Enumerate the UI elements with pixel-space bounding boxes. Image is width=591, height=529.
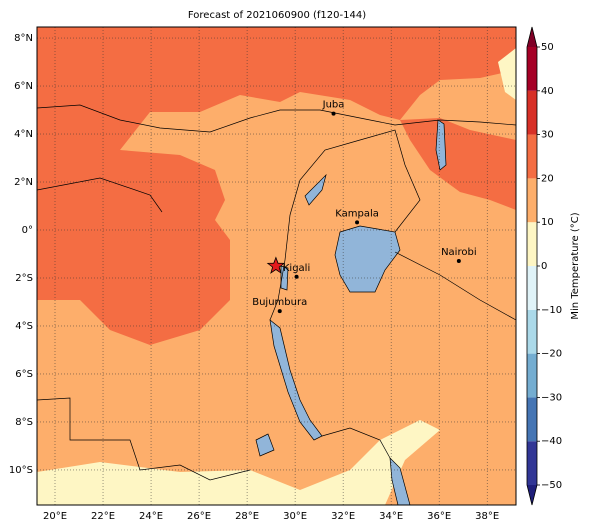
lake-mweru — [255, 433, 275, 457]
field-10-20 — [37, 420, 440, 505]
lake-victoria — [334, 225, 401, 293]
colorbar-tick-label: −40 — [541, 436, 562, 447]
city-marker — [277, 309, 282, 314]
y-tick-label: 8°S — [15, 417, 33, 428]
x-tick-label: 38°E — [475, 511, 499, 522]
x-tick-label: 34°E — [379, 511, 403, 522]
border — [394, 251, 516, 321]
y-tick-label: 0° — [22, 225, 33, 236]
colorbar-segment — [527, 222, 537, 266]
colorbar-tick-label: 10 — [541, 217, 554, 228]
colorbar-tick-label: −20 — [541, 349, 562, 360]
city-label: Nairobi — [441, 247, 477, 258]
y-tick-label: 2°N — [14, 177, 33, 188]
colorbar-under — [527, 485, 537, 505]
colorbar-tick-label: −30 — [541, 392, 562, 403]
city-label: Bujumbura — [252, 297, 307, 308]
colorbar-segment — [527, 397, 537, 442]
y-tick-label: 8°N — [14, 33, 33, 44]
y-tick-label: 6°N — [14, 81, 33, 92]
y-tick-label: 2°S — [15, 273, 33, 284]
city-marker — [294, 274, 299, 279]
colorbar-tick-label: 40 — [541, 86, 554, 97]
x-tick-label: 28°E — [235, 511, 259, 522]
map-frame — [36, 26, 517, 506]
border — [289, 129, 421, 233]
x-tick-label: 30°E — [283, 511, 307, 522]
colorbar-segment — [527, 47, 537, 91]
field-10-20 — [498, 48, 516, 100]
y-tick-label: 10°S — [9, 465, 33, 476]
colorbar-tick-label: 30 — [541, 130, 554, 141]
city-label: Juba — [322, 100, 345, 111]
border — [37, 177, 163, 213]
map-area — [37, 27, 516, 505]
border — [269, 214, 291, 321]
colorbar-segment — [527, 266, 537, 310]
lake-turkana — [435, 119, 447, 171]
x-tick-label: 22°E — [91, 511, 115, 522]
x-tick-label: 36°E — [427, 511, 451, 522]
city-marker — [355, 220, 360, 225]
y-tick-label: 4°S — [15, 321, 33, 332]
title: Forecast of 2021060900 (f120-144) — [188, 10, 366, 21]
border — [321, 427, 391, 459]
colorbar-segment — [527, 441, 537, 485]
x-tick-label: 26°E — [187, 511, 211, 522]
colorbar-segment — [527, 134, 537, 179]
x-tick-label: 24°E — [139, 511, 163, 522]
x-tick-label: 32°E — [331, 511, 355, 522]
colorbar-tick-label: 50 — [541, 42, 554, 53]
location-star — [266, 256, 286, 274]
colorbar-segment — [527, 309, 537, 354]
x-tick-label: 20°E — [43, 511, 67, 522]
city-label: Kampala — [335, 208, 379, 219]
border — [37, 104, 516, 133]
colorbar-tick-label: 20 — [541, 173, 554, 184]
y-tick-label: 4°N — [14, 129, 33, 140]
colorbar-label: Min Temperature (°C) — [570, 212, 581, 319]
colorbar-tick-label: 0 — [541, 261, 547, 272]
colorbar-segment — [527, 90, 537, 135]
city-label: Kigali — [283, 263, 310, 274]
field-30-40 — [37, 27, 516, 345]
colorbar-segment — [527, 353, 537, 398]
y-tick-label: 6°S — [15, 369, 33, 380]
colorbar-tick-label: −50 — [541, 480, 562, 491]
city-marker — [331, 111, 336, 116]
colorbar-over — [527, 27, 537, 47]
border — [37, 397, 251, 481]
city-marker — [456, 258, 461, 263]
colorbar-segment — [527, 178, 537, 223]
colorbar-tick-label: −10 — [541, 305, 562, 316]
